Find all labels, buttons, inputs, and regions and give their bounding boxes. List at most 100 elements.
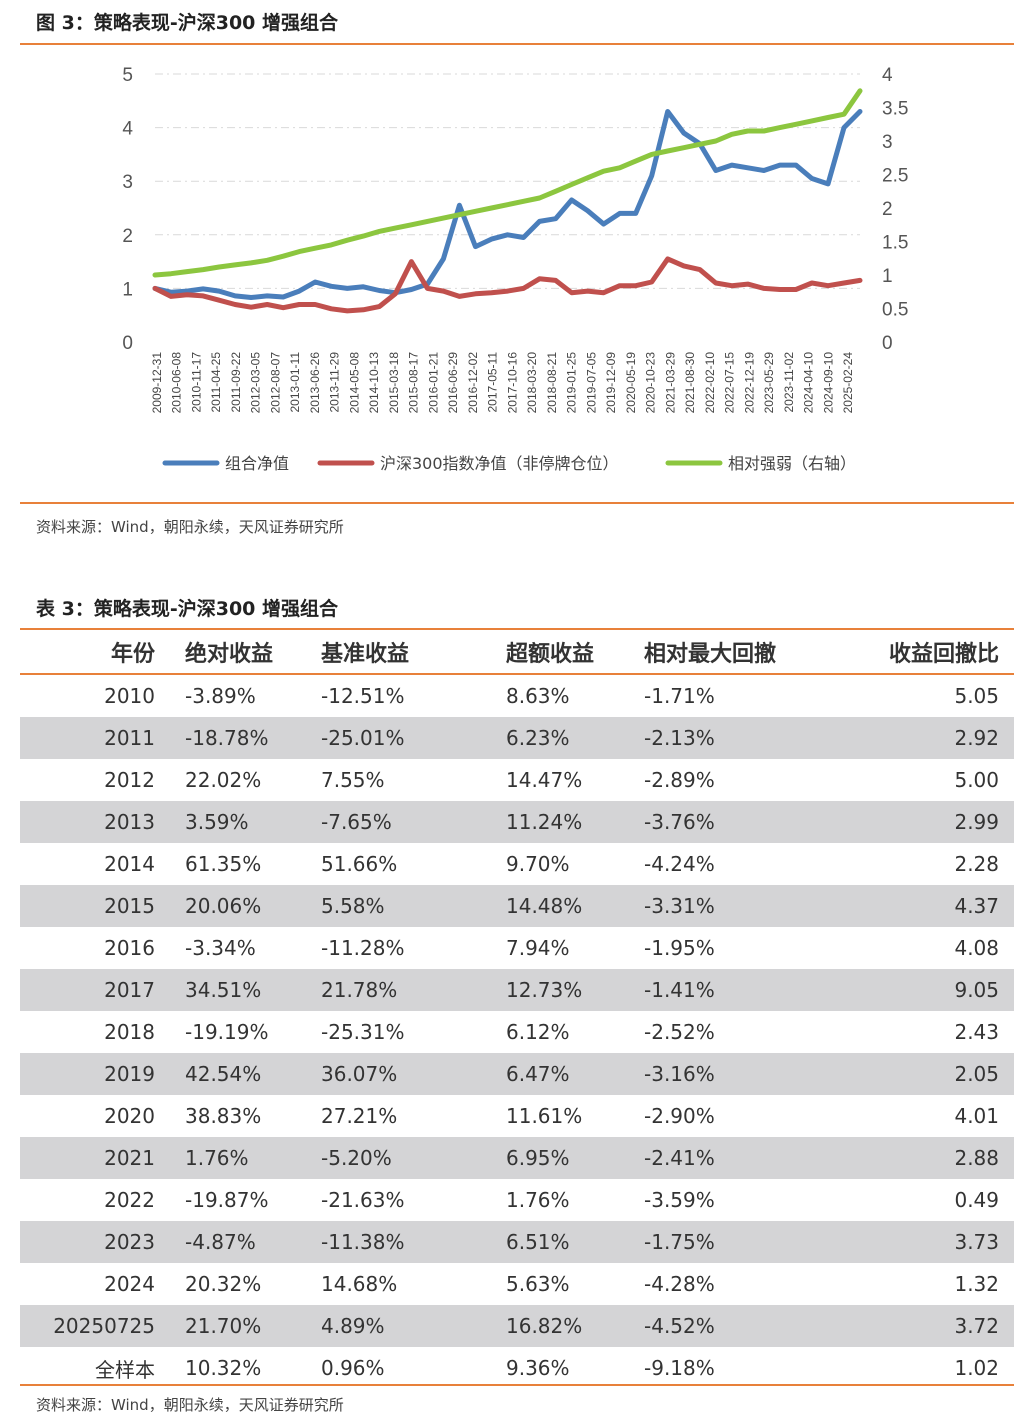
x-tick-label: 2015-08-17 <box>407 352 421 414</box>
cell-year: 2012 <box>104 768 155 792</box>
cell-year: 2019 <box>20 1053 185 1095</box>
y-right-tick-label: 3.5 <box>882 99 908 120</box>
x-tick-label: 2010-11-17 <box>189 352 203 413</box>
cell-excess-return: 5.63% <box>506 1272 570 1296</box>
cell-max-drawdown: -1.75% <box>644 1221 854 1263</box>
cell-ratio: 9.05 <box>854 969 1014 1011</box>
series-line-1 <box>152 256 863 314</box>
cell-benchmark-return: 36.07% <box>321 1053 506 1095</box>
cell-max-drawdown: -9.18% <box>644 1356 715 1380</box>
cell-ratio: 3.72 <box>854 1305 1014 1347</box>
table-row: 2013 3.59% -7.65% 11.24% -3.76% 2.99 <box>20 801 1014 843</box>
cell-absolute-return: 10.32% <box>185 1356 262 1380</box>
table-row: 2022 -19.87% -21.63% 1.76% -3.59% 0.49 <box>20 1179 1014 1221</box>
table-row: 20250725 21.70% 4.89% 16.82% -4.52% 3.72 <box>20 1305 1014 1347</box>
cell-max-drawdown: -1.71% <box>644 684 715 708</box>
cell-year: 2013 <box>20 801 185 843</box>
cell-benchmark-return: -21.63% <box>321 1188 405 1212</box>
cell-benchmark-return: -5.20% <box>321 1137 506 1179</box>
cell-excess-return: 6.23% <box>506 717 644 759</box>
cell-benchmark-return: 51.66% <box>321 852 398 876</box>
cell-benchmark-return: 4.89% <box>321 1305 506 1347</box>
cell-year: 2016 <box>104 936 155 960</box>
cell-excess-return: 8.63% <box>506 684 570 708</box>
cell-max-drawdown: -1.95% <box>644 936 715 960</box>
y-left-tick-label: 5 <box>122 65 133 86</box>
cell-ratio: 4.08 <box>954 936 999 960</box>
x-tick-label: 2024-04-10 <box>802 352 816 414</box>
table-row: 2017 34.51% 21.78% 12.73% -1.41% 9.05 <box>20 969 1014 1011</box>
cell-ratio: 2.99 <box>854 801 1014 843</box>
y-right-tick-label: 3 <box>882 132 893 153</box>
table-row: 2010 -3.89% -12.51% 8.63% -1.71% 5.05 <box>20 674 1014 717</box>
x-tick-label: 2019-07-05 <box>584 352 598 414</box>
cell-absolute-return: 1.76% <box>185 1137 321 1179</box>
x-tick-label: 2021-08-30 <box>683 352 697 414</box>
cell-ratio: 1.02 <box>954 1356 999 1380</box>
header-benchmark-return: 基准收益 <box>321 630 506 675</box>
cell-ratio: 2.28 <box>954 852 999 876</box>
cell-benchmark-return: -25.31% <box>321 1020 405 1044</box>
cell-absolute-return: 61.35% <box>185 852 262 876</box>
cell-year: 2010 <box>104 684 155 708</box>
x-tick-label: 2016-12-02 <box>466 352 480 414</box>
table-row: 2015 20.06% 5.58% 14.48% -3.31% 4.37 <box>20 885 1014 927</box>
cell-year: 2017 <box>20 969 185 1011</box>
performance-table: 年份 绝对收益 基准收益 超额收益 相对最大回撤 收益回撤比 2010 -3.89… <box>20 630 1014 1389</box>
cell-year: 全样本 <box>95 1357 155 1382</box>
cell-ratio: 0.49 <box>954 1188 999 1212</box>
cell-absolute-return: 20.32% <box>185 1272 262 1296</box>
cell-benchmark-return: -11.28% <box>321 936 405 960</box>
cell-ratio: 2.88 <box>854 1137 1014 1179</box>
x-tick-label: 2018-08-21 <box>545 352 559 414</box>
cell-absolute-return: -3.34% <box>185 936 256 960</box>
cell-ratio: 2.43 <box>954 1020 999 1044</box>
x-tick-label: 2019-12-09 <box>604 352 618 414</box>
cell-absolute-return: -3.89% <box>185 684 256 708</box>
cell-ratio: 5.00 <box>954 768 999 792</box>
cell-ratio: 4.37 <box>854 885 1014 927</box>
x-tick-label: 2024-09-10 <box>821 352 835 414</box>
cell-max-drawdown: -4.52% <box>644 1305 854 1347</box>
cell-year: 2021 <box>20 1137 185 1179</box>
cell-ratio: 1.32 <box>954 1272 999 1296</box>
table-row: 2019 42.54% 36.07% 6.47% -3.16% 2.05 <box>20 1053 1014 1095</box>
x-tick-label: 2012-08-07 <box>268 352 282 414</box>
cell-excess-return: 16.82% <box>506 1305 644 1347</box>
y-right-tick-label: 1 <box>882 266 893 287</box>
cell-max-drawdown: -2.89% <box>644 768 715 792</box>
cell-ratio: 5.05 <box>954 684 999 708</box>
cell-year: 2011 <box>20 717 185 759</box>
cell-max-drawdown: -3.16% <box>644 1053 854 1095</box>
x-tick-label: 2023-11-02 <box>782 352 796 413</box>
legend-label: 沪深300指数净值（非停牌仓位） <box>380 454 619 473</box>
table-header-row: 年份 绝对收益 基准收益 超额收益 相对最大回撤 收益回撤比 <box>20 630 1014 675</box>
x-tick-label: 2011-04-25 <box>209 352 223 413</box>
cell-max-drawdown: -4.28% <box>644 1272 715 1296</box>
cell-benchmark-return: -25.01% <box>321 717 506 759</box>
cell-benchmark-return: -11.38% <box>321 1221 506 1263</box>
y-right-tick-label: 2.5 <box>882 166 908 187</box>
legend-label: 组合净值 <box>225 454 289 473</box>
cell-year: 2023 <box>20 1221 185 1263</box>
legend-label: 相对强弱（右轴） <box>728 454 856 473</box>
cell-benchmark-return: 7.55% <box>321 768 385 792</box>
cell-max-drawdown: -3.31% <box>644 885 854 927</box>
cell-absolute-return: 38.83% <box>185 1104 262 1128</box>
cell-benchmark-return: 14.68% <box>321 1272 398 1296</box>
table-row: 2016 -3.34% -11.28% 7.94% -1.95% 4.08 <box>20 927 1014 969</box>
cell-max-drawdown: -3.76% <box>644 801 854 843</box>
x-tick-label: 2022-02-10 <box>703 352 717 414</box>
cell-excess-return: 7.94% <box>506 936 570 960</box>
cell-excess-return: 1.76% <box>506 1188 570 1212</box>
cell-absolute-return: 3.59% <box>185 801 321 843</box>
x-tick-label: 2025-02-24 <box>841 352 855 414</box>
cell-max-drawdown: -4.24% <box>644 852 715 876</box>
cell-excess-return: 9.36% <box>506 1356 570 1380</box>
performance-line-chart: 0 1 2 3 4 5 0 0.5 1 1.5 2 2.5 3 3.5 4 2009-12-31 2010-06… <box>122 65 908 473</box>
series-line-0 <box>152 109 863 300</box>
cell-ratio: 4.01 <box>954 1104 999 1128</box>
cell-absolute-return: 21.70% <box>185 1305 321 1347</box>
table-row: 2021 1.76% -5.20% 6.95% -2.41% 2.88 <box>20 1137 1014 1179</box>
y-left-tick-label: 4 <box>122 119 133 140</box>
